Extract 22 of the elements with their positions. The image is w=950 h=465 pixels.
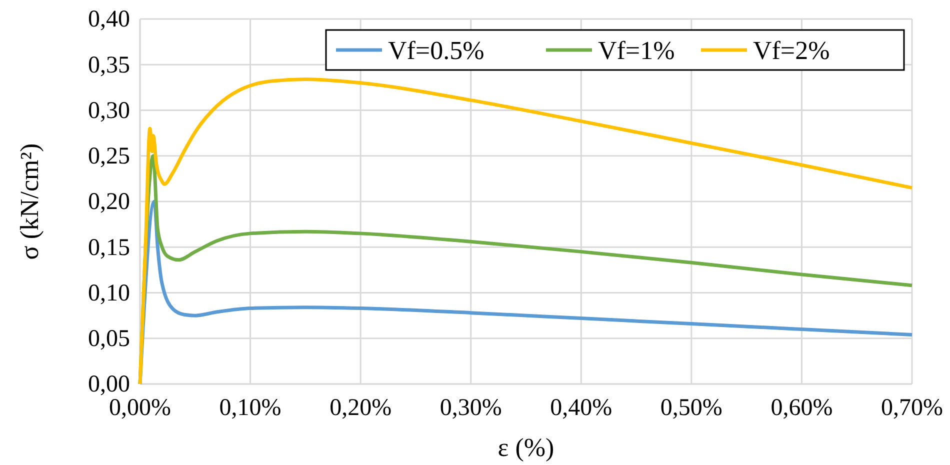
y-tick-label: 0,20 — [88, 189, 130, 216]
x-tick-label: 0,20% — [330, 395, 392, 422]
x-tick-label: 0,00% — [109, 395, 171, 422]
x-tick-label: 0,60% — [770, 395, 833, 422]
legend-label: Vf=0.5% — [388, 36, 484, 65]
y-tick-label: 0,40 — [88, 6, 130, 33]
x-tick-label: 0,30% — [440, 395, 502, 422]
x-tick-label: 0,10% — [219, 395, 282, 422]
y-tick-label: 0,15 — [88, 234, 130, 261]
y-tick-label: 0,10 — [88, 280, 130, 306]
legend-label: Vf=1% — [598, 36, 675, 65]
y-tick-label: 0,30 — [88, 98, 130, 124]
x-axis-title: ε (%) — [498, 433, 554, 462]
y-tick-label: 0,05 — [88, 326, 130, 352]
y-tick-label: 0,25 — [88, 144, 130, 170]
y-tick-label: 0,00 — [88, 372, 130, 398]
x-tick-label: 0,70% — [881, 395, 943, 422]
y-axis-title: σ (kN/cm²) — [15, 143, 44, 260]
x-tick-label: 0,40% — [550, 395, 612, 422]
legend-label: Vf=2% — [753, 36, 830, 65]
y-tick-label: 0,35 — [88, 52, 130, 78]
x-tick-label: 0,50% — [660, 395, 722, 422]
